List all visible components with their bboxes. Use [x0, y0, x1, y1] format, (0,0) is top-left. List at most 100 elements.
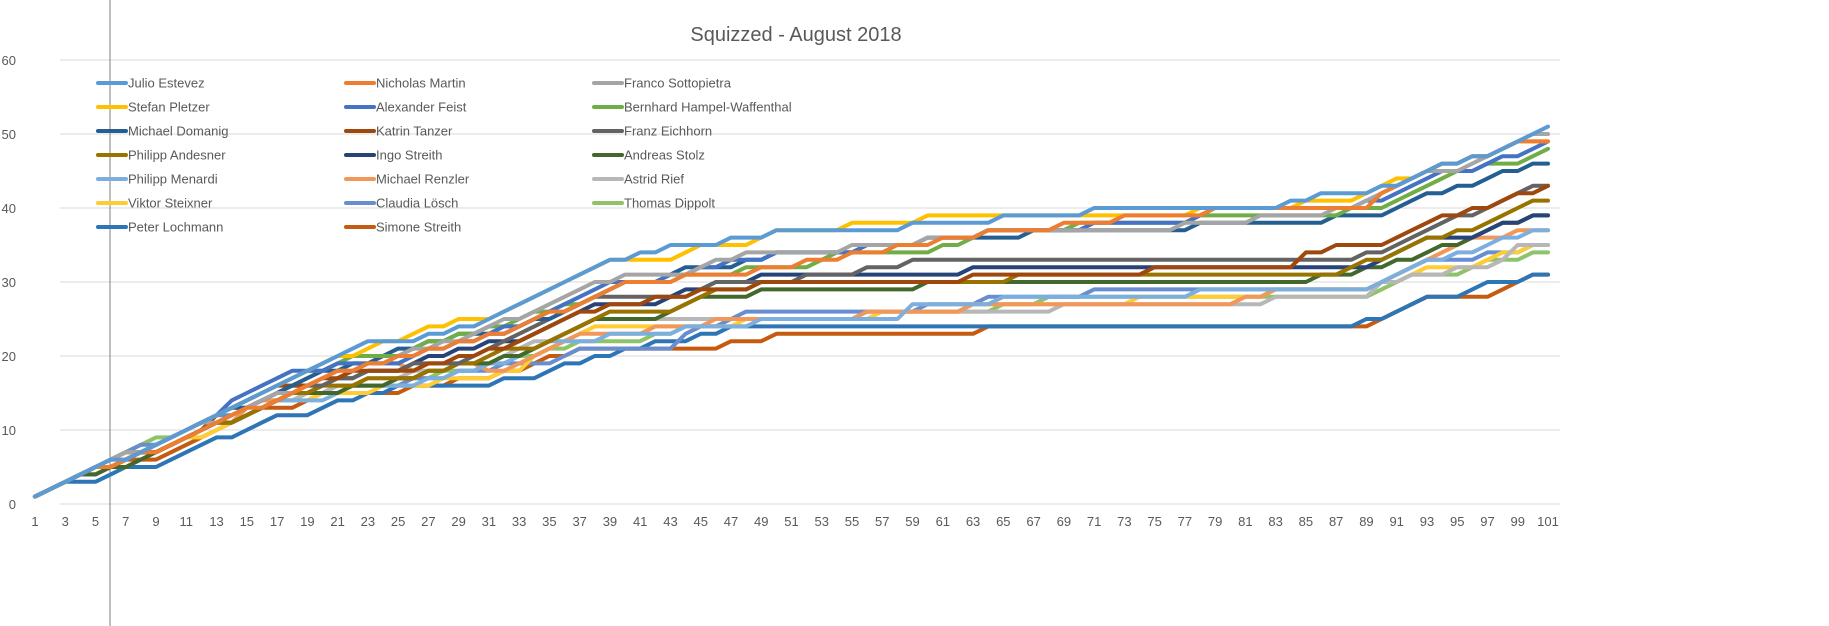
legend-item: Franco Sottopietra: [592, 76, 732, 91]
x-tick-label: 21: [330, 514, 344, 529]
legend-label: Simone Streith: [376, 220, 461, 235]
legend-item: Viktor Steixner: [96, 196, 213, 211]
legend-item: Alexander Feist: [344, 100, 467, 115]
y-tick-label: 50: [2, 127, 16, 142]
x-tick-label: 11: [180, 514, 194, 529]
x-tick-label: 83: [1268, 514, 1282, 529]
legend-item: Claudia Lösch: [344, 196, 458, 211]
x-tick-label: 51: [784, 514, 798, 529]
y-tick-label: 10: [2, 423, 16, 438]
legend-item: Simone Streith: [344, 220, 461, 235]
gridlines: [60, 59, 1560, 505]
y-axis-ticks: 0 10 20 30 40 50 60: [2, 53, 16, 512]
legend-item: Astrid Rief: [592, 172, 684, 187]
x-tick-label: 47: [724, 514, 738, 529]
x-tick-label: 81: [1238, 514, 1252, 529]
legend-label: Philipp Andesner: [128, 148, 226, 163]
series-lines: [33, 124, 1550, 499]
x-tick-label: 3: [62, 514, 69, 529]
x-tick-label: 43: [663, 514, 677, 529]
legend-item: Franz Eichhorn: [592, 124, 712, 139]
series-line: [33, 183, 1550, 499]
legend-item: Thomas Dippolt: [592, 196, 715, 211]
x-tick-label: 55: [845, 514, 859, 529]
x-tick-label: 97: [1480, 514, 1494, 529]
x-tick-label: 15: [240, 514, 254, 529]
legend-label: Andreas Stolz: [624, 148, 705, 163]
chart-title: Squizzed - August 2018: [690, 24, 901, 46]
x-tick-label: 63: [966, 514, 980, 529]
x-tick-label: 1: [31, 514, 38, 529]
x-tick-label: 99: [1511, 514, 1525, 529]
x-tick-label: 19: [300, 514, 314, 529]
x-tick-label: 71: [1087, 514, 1101, 529]
x-tick-label: 13: [209, 514, 223, 529]
x-tick-label: 7: [122, 514, 129, 529]
x-tick-label: 61: [936, 514, 950, 529]
y-tick-label: 20: [2, 349, 16, 364]
x-tick-label: 67: [1026, 514, 1040, 529]
x-tick-label: 91: [1389, 514, 1403, 529]
x-tick-label: 57: [875, 514, 889, 529]
x-tick-label: 33: [512, 514, 526, 529]
legend-item: Philipp Menardi: [96, 172, 218, 187]
x-tick-label: 23: [361, 514, 375, 529]
x-tick-label: 37: [572, 514, 586, 529]
x-tick-label: 89: [1359, 514, 1373, 529]
x-tick-label: 5: [92, 514, 99, 529]
legend-label: Katrin Tanzer: [376, 124, 453, 139]
series-line: [33, 139, 1550, 499]
legend-item: Michael Domanig: [96, 124, 228, 139]
legend-label: Stefan Pletzer: [128, 100, 210, 115]
legend-label: Philipp Menardi: [128, 172, 218, 187]
legend-item: Ingo Streith: [344, 148, 443, 163]
legend-item: Nicholas Martin: [344, 76, 466, 91]
series-line: [33, 228, 1550, 499]
legend-label: Franz Eichhorn: [624, 124, 712, 139]
x-tick-label: 27: [421, 514, 435, 529]
legend-label: Bernhard Hampel-Waffenthal: [624, 100, 792, 115]
x-tick-label: 73: [1117, 514, 1131, 529]
x-tick-label: 39: [603, 514, 617, 529]
x-tick-label: 65: [996, 514, 1010, 529]
x-tick-label: 75: [1147, 514, 1161, 529]
x-tick-label: 31: [482, 514, 496, 529]
legend-label: Peter Lochmann: [128, 220, 223, 235]
x-tick-label: 59: [905, 514, 919, 529]
legend-label: Claudia Lösch: [376, 196, 458, 211]
x-tick-label: 95: [1450, 514, 1464, 529]
legend-item: Michael Renzler: [344, 172, 470, 187]
x-tick-label: 77: [1178, 514, 1192, 529]
x-tick-label: 45: [693, 514, 707, 529]
x-tick-label: 29: [451, 514, 465, 529]
x-tick-label: 17: [270, 514, 284, 529]
x-tick-label: 93: [1420, 514, 1434, 529]
x-tick-label: 79: [1208, 514, 1222, 529]
legend-label: Alexander Feist: [376, 100, 467, 115]
legend-item: Katrin Tanzer: [344, 124, 453, 139]
series-line: [33, 132, 1550, 499]
x-tick-label: 41: [633, 514, 647, 529]
legend-item: Peter Lochmann: [96, 220, 223, 235]
x-tick-label: 25: [391, 514, 405, 529]
legend-label: Astrid Rief: [624, 172, 684, 187]
y-tick-label: 0: [9, 497, 16, 512]
x-tick-label: 49: [754, 514, 768, 529]
legend-item: Philipp Andesner: [96, 148, 226, 163]
series-line: [33, 124, 1550, 499]
y-tick-label: 60: [2, 53, 16, 68]
legend-label: Michael Renzler: [376, 172, 470, 187]
legend-label: Michael Domanig: [128, 124, 228, 139]
x-tick-label: 35: [542, 514, 556, 529]
legend-item: Andreas Stolz: [592, 148, 705, 163]
x-tick-label: 53: [815, 514, 829, 529]
x-tick-label: 9: [152, 514, 159, 529]
legend-label: Julio Estevez: [128, 76, 205, 91]
legend-item: Stefan Pletzer: [96, 100, 210, 115]
y-tick-label: 40: [2, 201, 16, 216]
legend-label: Nicholas Martin: [376, 76, 466, 91]
legend-item: Bernhard Hampel-Waffenthal: [592, 100, 792, 115]
legend-label: Ingo Streith: [376, 148, 443, 163]
y-tick-label: 30: [2, 275, 16, 290]
